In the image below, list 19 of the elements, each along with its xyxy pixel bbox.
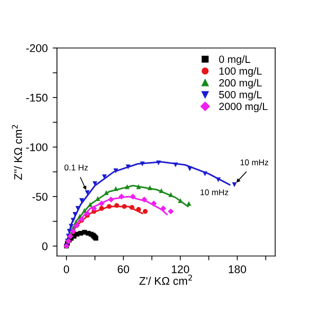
x-tick-label: 60 <box>118 265 130 274</box>
annotation: 0.1 Hz <box>64 164 88 170</box>
y-tick-label: 0 <box>42 242 48 250</box>
y-axis-title: Z''/ KΩ cm$^{2}$ <box>12 125 22 180</box>
y-tick-label: -50 <box>32 192 48 201</box>
x-tick-label: 120 <box>172 265 190 274</box>
y-tick-label: -100 <box>26 143 48 152</box>
annotation: 10 mHz <box>200 189 228 196</box>
y-tick-label: -200 <box>26 44 48 52</box>
legend-label: 0 mg/L <box>219 55 250 65</box>
x-tick-label: 0 <box>64 265 70 274</box>
legend-label: 500 mg/L <box>219 90 262 100</box>
x-axis-title: Z'/ KΩ cm$^{2}$ <box>139 274 192 285</box>
x-tick-label: 180 <box>228 265 246 274</box>
legend-label: 100 mg/L <box>219 67 262 77</box>
annotation: 10 mHz <box>240 159 268 166</box>
y-tick-label: -150 <box>26 94 48 102</box>
legend-label: 2000 mg/L <box>219 102 268 112</box>
legend-label: 200 mg/L <box>219 78 262 89</box>
